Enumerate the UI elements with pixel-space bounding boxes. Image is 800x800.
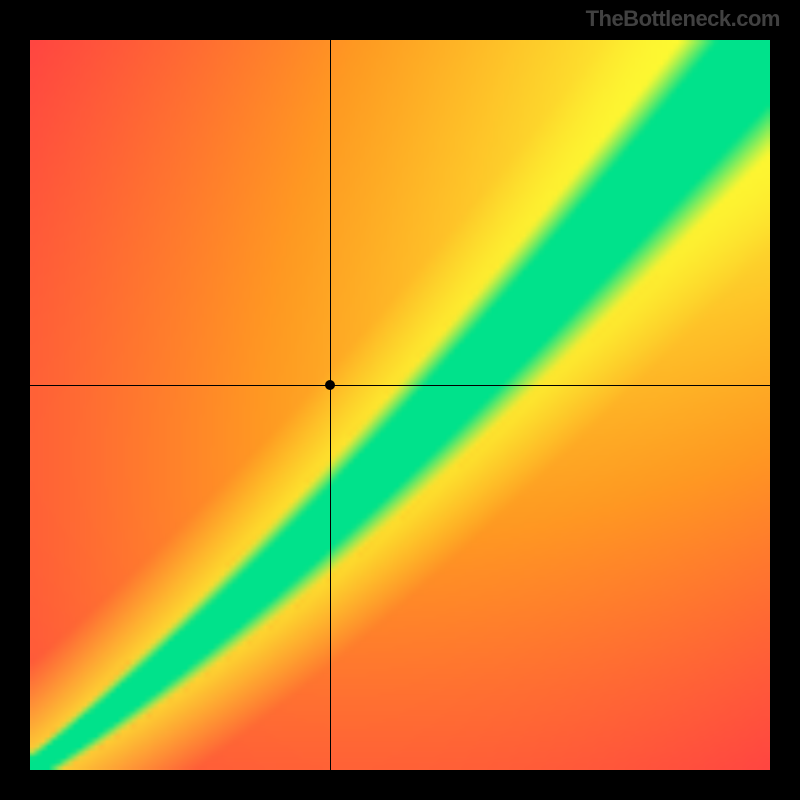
selected-point-marker (325, 380, 335, 390)
chart-container: TheBottleneck.com (0, 0, 800, 800)
plot-area (30, 40, 770, 770)
bottleneck-heatmap (30, 40, 770, 770)
crosshair-vertical (330, 40, 331, 770)
watermark-text: TheBottleneck.com (586, 6, 780, 32)
crosshair-horizontal (30, 385, 770, 386)
